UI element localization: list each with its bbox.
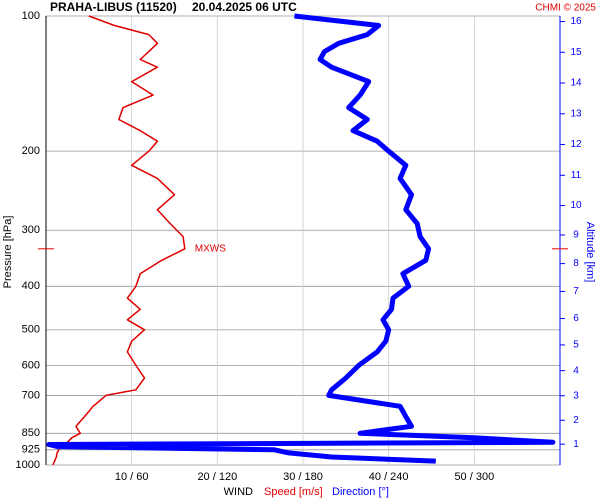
y2-tick-label: 11 <box>571 170 582 181</box>
y2-tick-label: 4 <box>573 365 579 376</box>
legend-direction: Direction [°] <box>332 486 389 498</box>
profile-line <box>52 15 186 466</box>
y2-axis-label: Altitude [km] <box>584 222 596 283</box>
x-tick-label: 20 / 120 <box>197 471 237 483</box>
profile-line <box>46 13 556 464</box>
annotation-label: MXWS <box>195 243 226 254</box>
credit: CHMI © 2025 <box>535 3 596 14</box>
x-axis-label: WIND <box>224 486 253 498</box>
y-tick-label: 850 <box>22 427 40 439</box>
y-axis-label: Pressure [hPa] <box>2 216 14 289</box>
y-tick-label: 100 <box>22 10 40 22</box>
x-tick-label: 10 / 60 <box>115 471 149 483</box>
y-tick-label: 700 <box>22 389 40 401</box>
x-tick-label: 30 / 180 <box>283 471 323 483</box>
y-tick-label: 400 <box>22 280 40 292</box>
y2-tick-label: 15 <box>570 47 582 58</box>
y2-tick-label: 14 <box>570 78 582 89</box>
y2-tick-label: 9 <box>573 230 579 241</box>
y2-tick-label: 13 <box>570 108 582 119</box>
y2-tick-label: 10 <box>570 200 582 211</box>
y-tick-label: 600 <box>22 359 40 371</box>
y-tick-label: 500 <box>22 324 40 336</box>
legend-speed: Speed [m/s] <box>264 486 323 498</box>
y2-tick-label: 5 <box>573 340 579 351</box>
y2-tick-label: 8 <box>573 258 579 269</box>
y-tick-label: 300 <box>22 224 40 236</box>
y2-tick-label: 1 <box>573 439 579 450</box>
x-tick-label: 40 / 240 <box>369 471 409 483</box>
y-tick-label: 1000 <box>16 459 40 471</box>
y2-tick-label: 12 <box>570 139 582 150</box>
y2-tick-label: 2 <box>573 415 579 426</box>
y2-tick-label: 7 <box>573 286 579 297</box>
y-tick-label: 925 <box>22 444 40 456</box>
chart-title: PRAHA-LIBUS (11520) <box>50 0 177 14</box>
y2-tick-label: 3 <box>573 390 579 401</box>
y2-tick-label: 16 <box>570 16 582 27</box>
x-tick-label: 50 / 300 <box>454 471 494 483</box>
y-tick-label: 200 <box>22 145 40 157</box>
y2-tick-label: 6 <box>573 313 579 324</box>
chart-subtitle: 20.04.2025 06 UTC <box>192 0 297 14</box>
